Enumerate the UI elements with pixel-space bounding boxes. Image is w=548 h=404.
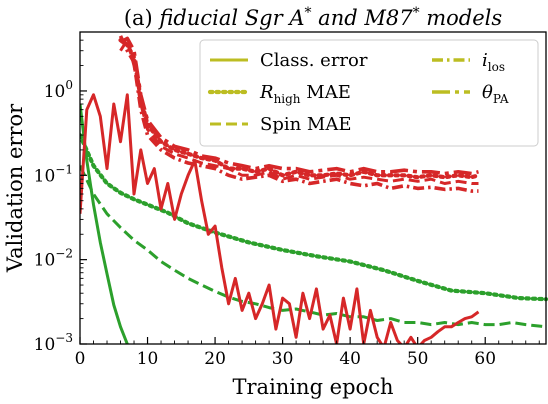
title-sup-1: * [305,5,312,21]
x-tick-label: 20 [204,349,226,369]
title-sup-2: * [413,5,420,21]
legend-label: Rhigh MAE [259,82,351,106]
legend-label: Spin MAE [260,114,352,135]
series-red-solid [80,93,480,344]
series-green-dotted [80,133,548,302]
series-red-dotted [118,38,481,180]
x-tick-label: 30 [272,349,294,369]
title-mid: and M87 [312,6,414,30]
y-axis-label: Validation error [3,103,27,273]
x-tick-label: 0 [75,349,86,369]
x-tick-label: 50 [407,349,429,369]
series-red-dashdot [118,35,479,193]
y-axis: 100 10−1 10−2 10−3 [34,31,87,355]
series-green-dashed [80,165,547,329]
title-suffix: models [420,6,503,30]
y-tick-label: 10−1 [34,162,73,186]
legend-label: θPA [482,82,509,106]
y-tick-label: 10−3 [34,331,73,355]
x-tick-label: 40 [339,349,361,369]
series-red-longdashdot [119,36,479,176]
title-italic: fiducial Sgr A [157,6,304,30]
series-layer [80,35,548,344]
legend-box [199,39,539,147]
y-tick-label: 10−2 [34,247,73,271]
title-prefix: (a) [124,6,160,30]
y-tick-label: 100 [44,78,73,102]
x-tick-label: 60 [474,349,496,369]
chart-title: (a) fiducial Sgr A* and M87* models [124,5,503,30]
series-green-solid [80,103,129,344]
series-red-dashed [119,38,479,185]
legend-label: Class. error [260,50,368,71]
legend-label: ilos [482,50,505,74]
legend: Class. error Rhigh MAE Spin MAE ilos θPA [199,39,539,147]
x-axis-label: Training epoch [233,375,394,399]
x-axis: 0 10 20 30 40 50 60 [75,337,540,369]
x-tick-label: 10 [137,349,159,369]
